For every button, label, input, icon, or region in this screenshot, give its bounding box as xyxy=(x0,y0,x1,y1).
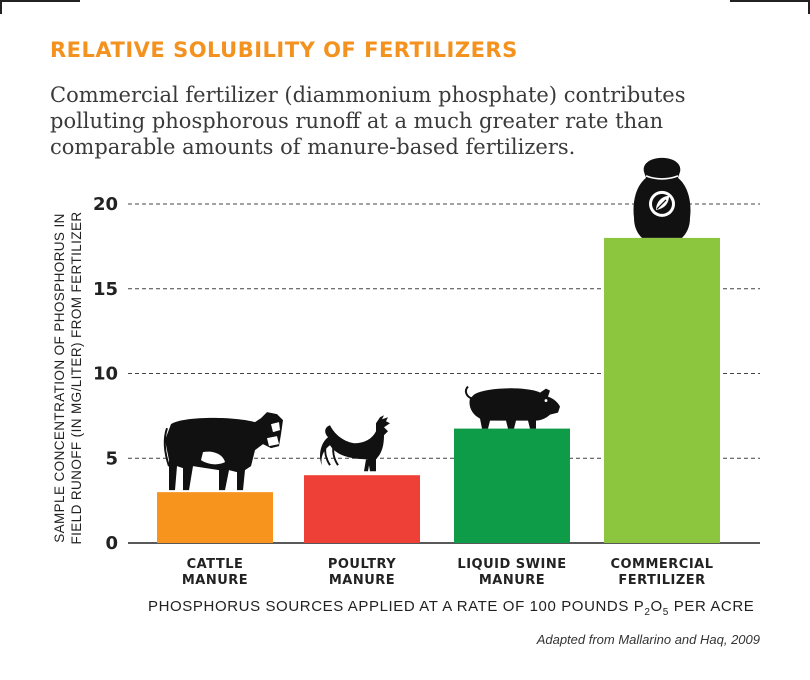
category-label: COMMERCIAL xyxy=(610,557,713,572)
bar xyxy=(304,475,420,543)
category-label: POULTRY xyxy=(328,557,396,572)
pig-icon xyxy=(464,385,560,429)
y-tick-label: 15 xyxy=(93,279,118,300)
corner-mark-top-right-v xyxy=(808,0,810,14)
y-tick-label: 20 xyxy=(93,194,118,215)
source-note: Adapted from Mallarino and Haq, 2009 xyxy=(536,632,760,647)
x-axis-label-part: PHOSPHORUS SOURCES APPLIED AT A RATE OF … xyxy=(148,598,645,615)
x-axis-label-part: PER ACRE xyxy=(668,598,755,615)
x-axis-label-part: 5 xyxy=(662,607,669,618)
corner-mark-top-left-v xyxy=(0,0,2,14)
category-label: LIQUID SWINE xyxy=(457,557,566,572)
bar xyxy=(604,237,720,543)
x-axis-label-part: O xyxy=(650,598,663,615)
rooster-icon xyxy=(320,415,390,472)
x-axis-label-part: 2 xyxy=(644,607,651,618)
corner-mark-top-left xyxy=(0,0,80,2)
bar xyxy=(157,492,273,543)
category-label: MANURE xyxy=(479,573,545,588)
cow-icon xyxy=(163,412,283,491)
category-label: CATTLE xyxy=(187,557,244,572)
fertilizer-bag-icon xyxy=(633,157,691,238)
chart-subtitle: Commercial fertilizer (diammonium phosph… xyxy=(50,83,686,159)
corner-mark-top-right xyxy=(730,0,810,2)
chart-title: RELATIVE SOLUBILITY OF FERTILIZERS xyxy=(50,38,518,62)
y-tick-label: 0 xyxy=(105,533,118,554)
x-axis-label: PHOSPHORUS SOURCES APPLIED AT A RATE OF … xyxy=(148,598,754,618)
y-tick-label: 10 xyxy=(93,364,118,385)
category-label: MANURE xyxy=(182,573,248,588)
category-label: FERTILIZER xyxy=(618,573,705,588)
category-label: MANURE xyxy=(329,573,395,588)
y-axis-label: SAMPLE CONCENTRATION OF PHOSPHORUS IN FI… xyxy=(52,211,84,545)
y-tick-label: 5 xyxy=(105,448,118,469)
bar xyxy=(454,428,570,543)
